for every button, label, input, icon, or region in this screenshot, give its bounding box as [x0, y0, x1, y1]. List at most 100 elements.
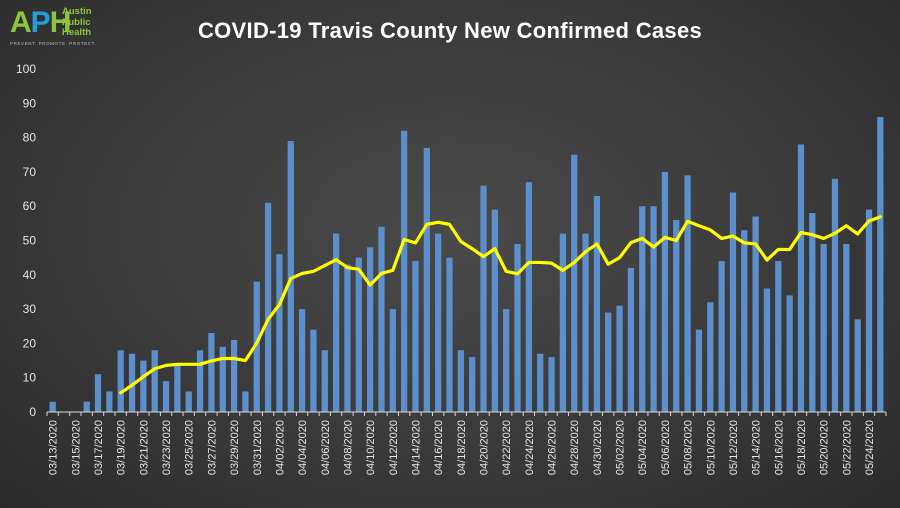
aph-logo-tagline: PREVENT. PROMOTE. PROTECT. — [10, 41, 97, 46]
bar-21 — [287, 141, 294, 412]
bar-72 — [865, 209, 873, 412]
bar-59 — [718, 261, 725, 412]
bar-49 — [605, 312, 612, 412]
bar-57 — [695, 329, 703, 412]
bar-6 — [117, 350, 124, 412]
bar-22 — [298, 309, 306, 412]
bar-16 — [230, 339, 238, 412]
y-tick-label: 30 — [23, 302, 37, 316]
bar-18 — [253, 281, 260, 412]
x-tick-label: 05/18/2020 — [796, 420, 808, 475]
x-tick-label: 05/08/2020 — [683, 420, 695, 475]
x-tick-label: 04/16/2020 — [433, 420, 445, 475]
x-tick-label: 04/08/2020 — [342, 420, 354, 475]
bar-51 — [627, 267, 635, 412]
bar-48 — [593, 195, 601, 412]
x-tick-label: 03/27/2020 — [206, 420, 218, 475]
bar-33 — [423, 147, 430, 412]
bar-3 — [83, 401, 90, 412]
bar-41 — [514, 243, 521, 412]
x-tick-label: 03/21/2020 — [138, 420, 150, 475]
bar-26 — [344, 264, 351, 412]
x-tick-label: 03/19/2020 — [116, 420, 128, 475]
aph-logo-words: Austin Public Health — [62, 6, 92, 38]
bar-50 — [616, 305, 623, 412]
bar-52 — [639, 206, 646, 412]
bar-20 — [276, 254, 283, 412]
y-tick-label: 60 — [23, 199, 37, 213]
bar-58 — [707, 302, 714, 412]
bar-42 — [525, 182, 532, 412]
bar-23 — [310, 329, 317, 412]
y-tick-label: 10 — [23, 371, 37, 385]
chart-title: COVID-19 Travis County New Confirmed Cas… — [197, 18, 703, 43]
bar-40 — [503, 309, 510, 412]
bar-45 — [559, 233, 566, 412]
x-tick-label: 05/24/2020 — [864, 420, 876, 475]
bar-54 — [661, 171, 669, 412]
bar-35 — [446, 257, 453, 412]
x-tick-label: 05/20/2020 — [819, 420, 831, 475]
x-tick-label: 04/22/2020 — [501, 420, 513, 475]
x-tick-label: 03/13/2020 — [48, 420, 60, 475]
x-tick-label: 03/23/2020 — [161, 420, 173, 475]
x-tick-label: 03/25/2020 — [184, 420, 196, 475]
bar-11 — [174, 363, 181, 412]
x-tick-label: 04/06/2020 — [320, 420, 332, 475]
x-tick-label: 05/12/2020 — [728, 420, 740, 475]
bar-24 — [321, 350, 328, 412]
bar-19 — [264, 202, 272, 412]
bar-64 — [775, 261, 782, 412]
y-tick-label: 40 — [23, 268, 37, 282]
bar-46 — [571, 154, 578, 412]
bar-63 — [763, 288, 771, 412]
bar-9 — [151, 350, 158, 412]
x-tick-label: 04/10/2020 — [365, 420, 377, 475]
trend-line-series — [119, 215, 882, 395]
bar-61 — [741, 230, 748, 412]
bar-67 — [809, 213, 816, 412]
bar-56 — [684, 175, 691, 412]
x-tick-label: 04/04/2020 — [297, 420, 309, 475]
bar-39 — [491, 209, 498, 412]
aph-logo-mark: APH — [10, 6, 71, 39]
x-tick-label: 04/18/2020 — [456, 420, 468, 475]
bar-27 — [355, 257, 362, 412]
x-tick-label: 04/30/2020 — [592, 420, 604, 475]
bar-25 — [333, 233, 340, 412]
bar-38 — [480, 185, 487, 412]
x-tick-label: 05/14/2020 — [751, 420, 763, 475]
bar-55 — [673, 219, 680, 412]
x-tick-label: 03/17/2020 — [93, 420, 105, 475]
bar-69 — [831, 178, 839, 412]
bar-29 — [378, 226, 385, 412]
bar-13 — [196, 350, 204, 412]
y-tick-label: 20 — [23, 336, 37, 350]
y-tick-label: 80 — [23, 131, 37, 145]
y-axis-ticks: 0 10 20 30 40 50 60 70 80 90 100 — [16, 62, 36, 419]
bar-32 — [412, 261, 419, 412]
bar-30 — [389, 309, 396, 412]
x-tick-label: 05/06/2020 — [660, 420, 672, 475]
bar-37 — [469, 357, 476, 412]
bar-5 — [106, 391, 113, 412]
trend-line — [119, 215, 882, 395]
bar-15 — [219, 346, 226, 412]
bar-73 — [877, 117, 884, 413]
bar-71 — [854, 319, 861, 412]
bar-66 — [797, 144, 805, 412]
bar-34 — [435, 233, 442, 412]
x-tick-label: 03/29/2020 — [229, 420, 241, 475]
bar-60 — [729, 192, 737, 412]
y-tick-label: 0 — [29, 405, 36, 419]
chart-axes — [46, 411, 887, 416]
x-tick-label: 03/15/2020 — [70, 420, 82, 475]
bar-47 — [582, 233, 589, 412]
bar-62 — [752, 216, 759, 412]
bar-4 — [94, 374, 102, 412]
bar-31 — [401, 130, 408, 413]
x-tick-label: 04/14/2020 — [410, 420, 422, 475]
x-tick-label: 04/24/2020 — [524, 420, 536, 475]
x-tick-label: 05/22/2020 — [841, 420, 853, 475]
